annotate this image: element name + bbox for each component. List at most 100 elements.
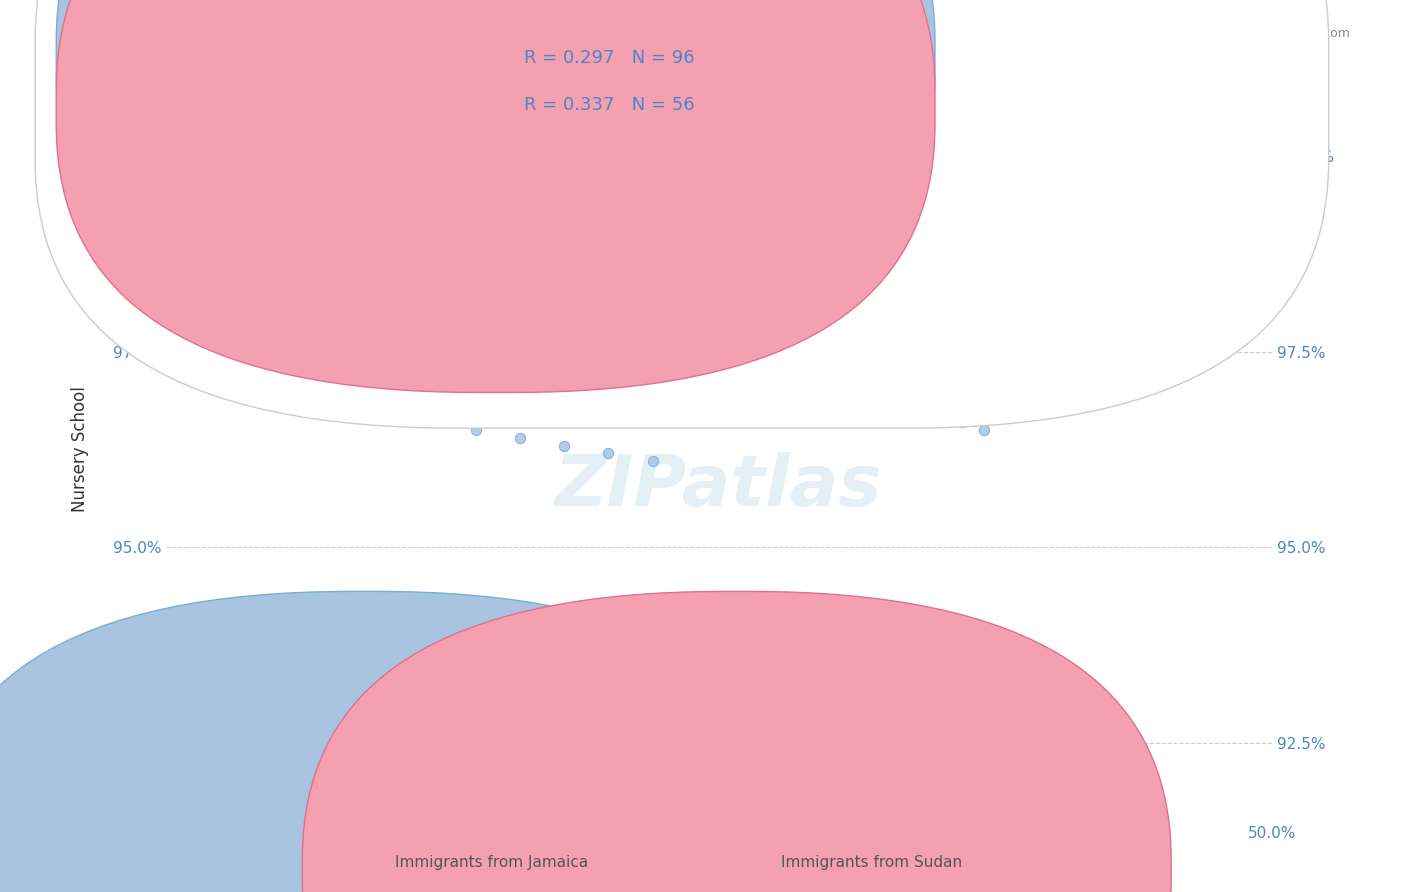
Point	[420, 392, 443, 406]
Point	[277, 329, 299, 343]
Point	[181, 211, 204, 226]
Point	[254, 321, 277, 335]
Point	[209, 274, 232, 288]
Point	[884, 384, 907, 398]
Point	[707, 352, 730, 367]
Point	[796, 384, 818, 398]
Point	[162, 172, 184, 186]
Point	[309, 344, 332, 359]
Point	[179, 219, 201, 234]
Point	[177, 243, 200, 257]
Point	[950, 415, 973, 429]
Point	[224, 227, 246, 241]
Point	[598, 313, 620, 327]
Point	[194, 243, 217, 257]
Point	[664, 336, 686, 351]
Point	[298, 251, 321, 265]
Point	[266, 313, 288, 327]
Point	[159, 156, 181, 170]
Point	[375, 376, 398, 390]
Point	[907, 400, 929, 414]
Point	[354, 274, 377, 288]
Point	[194, 195, 217, 210]
Point	[228, 219, 250, 234]
Point	[254, 227, 277, 241]
Point	[246, 259, 269, 273]
Point	[188, 227, 211, 241]
Point	[184, 235, 207, 249]
Point	[200, 219, 222, 234]
Point	[641, 329, 664, 343]
Point	[398, 266, 420, 280]
Point	[204, 266, 226, 280]
Point	[157, 180, 180, 194]
Point	[193, 251, 215, 265]
Point	[553, 438, 575, 452]
Point	[287, 336, 309, 351]
Point	[166, 195, 188, 210]
Point	[173, 219, 195, 234]
Point	[730, 360, 752, 375]
Point	[243, 305, 266, 319]
Point	[420, 282, 443, 296]
Point	[266, 251, 288, 265]
Point	[464, 400, 486, 414]
Point	[973, 423, 995, 437]
Point	[163, 195, 186, 210]
Point	[170, 203, 193, 218]
Point	[186, 227, 208, 241]
Point	[277, 243, 299, 257]
Point	[174, 195, 197, 210]
Point	[929, 407, 952, 421]
Point	[163, 188, 186, 202]
Point	[162, 211, 184, 226]
Point	[201, 211, 224, 226]
Point	[509, 431, 531, 445]
Point	[186, 180, 208, 194]
Point	[160, 188, 183, 202]
Point	[190, 235, 212, 249]
Point	[173, 188, 195, 202]
Point	[287, 266, 309, 280]
Point	[232, 305, 254, 319]
Point	[162, 164, 184, 178]
Point	[862, 376, 884, 390]
Point	[598, 446, 620, 460]
Point	[375, 282, 398, 296]
Point	[174, 172, 197, 186]
Point	[166, 180, 188, 194]
Point	[163, 180, 186, 194]
Point	[197, 259, 219, 273]
Point	[194, 243, 217, 257]
Point	[197, 203, 219, 218]
Text: IMMIGRANTS FROM JAMAICA VS IMMIGRANTS FROM SUDAN NURSERY SCHOOL CORRELATION CHAR: IMMIGRANTS FROM JAMAICA VS IMMIGRANTS FR…	[56, 27, 1071, 45]
Point	[179, 219, 201, 234]
Point	[200, 251, 222, 265]
Point	[177, 203, 200, 218]
Point	[775, 376, 797, 390]
Point	[332, 266, 354, 280]
Point	[208, 259, 231, 273]
Point	[464, 423, 486, 437]
Text: Immigrants from Jamaica: Immigrants from Jamaica	[395, 855, 589, 870]
Point	[170, 211, 193, 226]
Point	[553, 321, 575, 335]
Point	[200, 259, 222, 273]
Point	[173, 180, 195, 194]
Point	[375, 407, 398, 421]
Point	[163, 164, 186, 178]
Point	[167, 203, 190, 218]
Point	[174, 227, 197, 241]
Point	[239, 243, 262, 257]
Point	[217, 282, 239, 296]
Text: Immigrants from Sudan: Immigrants from Sudan	[782, 855, 962, 870]
Point	[287, 368, 309, 382]
Point	[266, 352, 288, 367]
Point	[254, 336, 277, 351]
Point	[167, 172, 190, 186]
Point	[170, 188, 193, 202]
Point	[166, 188, 188, 202]
Point	[464, 305, 486, 319]
Point	[309, 259, 332, 273]
Point	[169, 195, 191, 210]
